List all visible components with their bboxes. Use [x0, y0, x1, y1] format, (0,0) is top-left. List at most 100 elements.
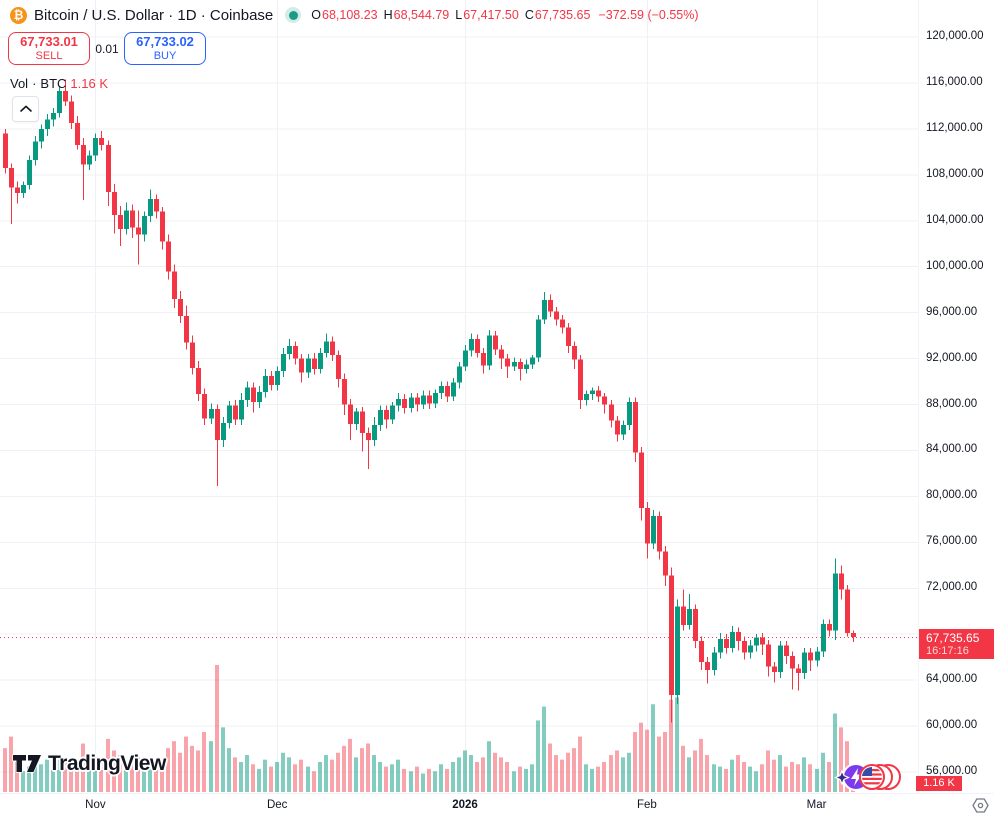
volume-bar [390, 764, 394, 792]
volume-bar [469, 755, 473, 792]
candle-body [784, 645, 789, 657]
candle-body [33, 141, 38, 160]
candle-body [463, 350, 468, 367]
volume-bar [475, 761, 479, 792]
sell-button[interactable]: 67,733.01 SELL [8, 32, 90, 65]
candle-body [106, 144, 111, 193]
scales-settings-hexagon-icon[interactable] [971, 796, 990, 815]
volume-bar [518, 766, 522, 792]
volume-symbol: BTC [40, 76, 67, 91]
candle-body [396, 398, 401, 406]
candle-body [306, 358, 311, 373]
volume-bar [63, 761, 67, 792]
candle-body [275, 371, 280, 385]
volume-bar [439, 764, 443, 792]
price-tick-label: 108,000.00 [926, 167, 984, 180]
candle-body [754, 637, 759, 646]
volume-bar [772, 759, 776, 792]
candle-body [602, 396, 607, 405]
candle-body [348, 404, 353, 425]
low-label: L [455, 8, 463, 22]
price-tick-label: 64,000.00 [926, 673, 978, 686]
time-scale[interactable]: Nov Dec 2026 Feb Mar [0, 793, 994, 819]
time-tick-label: Feb [636, 799, 657, 811]
candle-body [845, 589, 850, 634]
candle-body [112, 192, 117, 216]
volume-bar [827, 761, 831, 792]
volume-bar [657, 736, 661, 792]
candle-body [536, 319, 541, 358]
price-tick-label: 72,000.00 [926, 581, 978, 594]
candle-body [172, 271, 177, 299]
volume-bar [724, 768, 728, 792]
volume-bar [330, 759, 334, 792]
candle-body [245, 387, 250, 400]
volume-bar [627, 752, 631, 792]
candle-body [815, 651, 820, 661]
volume-bar [681, 745, 685, 792]
volume-bar [669, 699, 673, 792]
candle-body [209, 409, 214, 419]
volume-bar [590, 768, 594, 792]
volume-bar [378, 761, 382, 792]
volume-separator: · [32, 76, 37, 91]
volume-bar [384, 766, 388, 792]
volume-bar [481, 757, 485, 792]
chevron-up-icon [19, 105, 32, 112]
price-scale[interactable]: 67,735.65 16:17:16 1.16 K 120,000.00 116,… [916, 0, 994, 793]
candle-body [196, 367, 201, 395]
volume-bar [275, 761, 279, 792]
collapse-pane-button[interactable] [12, 96, 39, 122]
volume-bar [354, 757, 358, 792]
price-tick-label: 92,000.00 [926, 351, 978, 364]
price-tick-label: 56,000.00 [926, 765, 978, 777]
volume-bar [766, 750, 770, 792]
high-value: 68,544.79 [393, 8, 450, 22]
volume-bar [554, 755, 558, 792]
volume-bar [609, 755, 613, 792]
volume-bar [148, 761, 152, 792]
volume-bar [548, 743, 552, 792]
candle-body [542, 299, 547, 320]
candle-body [372, 425, 377, 441]
candle-body [27, 159, 32, 186]
candle-body [724, 638, 729, 648]
open-label: O [311, 8, 321, 22]
us-economic-events-icon[interactable] [859, 764, 901, 790]
candle-body [572, 345, 577, 360]
candle-body [154, 198, 159, 212]
symbol-title[interactable]: Bitcoin / U.S. Dollar · 1D · Coinbase [34, 6, 274, 24]
volume-bar [663, 731, 667, 792]
candle-body [63, 90, 68, 102]
candle-body [257, 391, 262, 403]
candle-body [481, 352, 486, 366]
volume-bar [445, 768, 449, 792]
buy-button[interactable]: 67,733.02 BUY [124, 32, 206, 65]
tradingview-logo[interactable]: TradingView [12, 751, 166, 776]
volume-bar [493, 752, 497, 792]
market-status-dot[interactable] [285, 7, 302, 23]
buy-label: BUY [153, 49, 177, 62]
volume-bar [821, 752, 825, 792]
volume-bar [9, 736, 13, 792]
candle-body [675, 606, 680, 696]
current-volume-badge: 1.16 K [916, 776, 962, 791]
volume-bar [524, 768, 528, 792]
volume-bar [499, 757, 503, 792]
candle-body [251, 387, 256, 403]
bar-countdown: 16:17:16 [926, 644, 969, 657]
volume-bar [457, 757, 461, 792]
volume-bar [602, 761, 606, 792]
volume-bar [542, 706, 546, 792]
volume-bar [99, 759, 103, 792]
candle-body [269, 375, 274, 385]
candle-body [512, 362, 517, 367]
candle-body [390, 405, 395, 420]
candle-body [518, 362, 523, 369]
volume-bar [324, 755, 328, 792]
volume-bar [784, 766, 788, 792]
volume-bar [730, 759, 734, 792]
candle-body [15, 187, 20, 194]
candle-body [57, 90, 62, 113]
